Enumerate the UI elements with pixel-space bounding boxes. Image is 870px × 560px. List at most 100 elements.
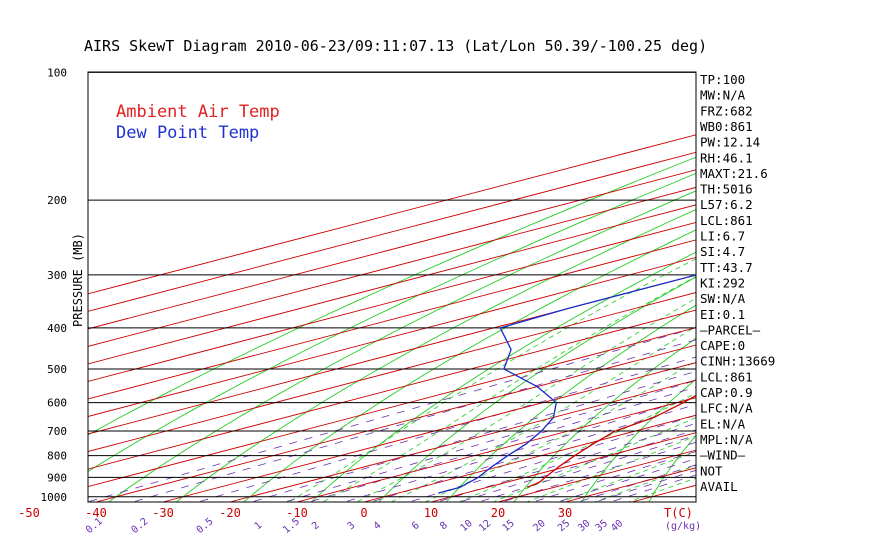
pressure-tick-label: 900: [47, 471, 67, 484]
plot-frame: [87, 71, 697, 503]
index-entry: CAP:0.9: [700, 385, 753, 400]
dry-adiabat-line: [310, 251, 696, 502]
mixing-ratio-line: [609, 474, 696, 502]
index-entry: NOT: [700, 463, 723, 478]
moist-adiabat-line: [322, 276, 696, 502]
pressure-tick-label: 700: [47, 425, 67, 438]
isotherm-line: [88, 151, 696, 312]
plot-border: [87, 71, 697, 503]
isotherm-line: [88, 134, 696, 295]
mixing-ratio-line: [88, 327, 696, 502]
isotherm-line: [88, 327, 696, 488]
mixing-ratio-tick-label: 3: [346, 520, 358, 532]
index-entry: EI:0.1: [700, 307, 745, 322]
index-entry: CAPE:0: [700, 338, 745, 353]
moist-adiabat-line: [390, 325, 696, 502]
bottom-temp-tick-label: -40: [85, 506, 107, 520]
pressure-tick-label: 300: [47, 269, 67, 282]
bottom-temp-tick-label: 10: [424, 506, 438, 520]
isotherm-line: [88, 309, 696, 470]
pressure-tick-label: 600: [47, 397, 67, 410]
index-entry: LCL:861: [700, 213, 753, 228]
mixing-ratio-line: [531, 450, 696, 502]
mixing-ratio-line: [283, 380, 696, 502]
isotherm-line: [88, 204, 696, 365]
dry-adiabat-line: [445, 304, 696, 502]
pressure-tick-label: 200: [47, 194, 67, 207]
skewt-profiles: [438, 274, 696, 494]
index-entry: TH:5016: [700, 182, 753, 197]
stability-indices-panel: TP:100MW:N/AFRZ:682WB0:861PW:12.14RH:46.…: [700, 72, 775, 494]
isotherm-line: [88, 256, 696, 417]
mixing-ratio-line: [458, 429, 696, 502]
index-entry: –PARCEL–: [700, 322, 761, 337]
index-entry: EL:N/A: [700, 416, 746, 431]
index-entry: WB0:861: [700, 119, 753, 134]
legend-dew-point-temp: Dew Point Temp: [116, 123, 259, 143]
index-entry: FRZ:682: [700, 103, 753, 118]
isotherm-line: [296, 397, 696, 502]
pressure-tick-label: 1000: [41, 491, 68, 504]
index-entry: –WIND–: [700, 448, 746, 463]
pressure-tick-label: 400: [47, 322, 67, 335]
index-entry: LI:6.7: [700, 229, 745, 244]
mixing-ratio-tick-label: 6: [410, 520, 422, 532]
mixing-ratio-line: [556, 458, 696, 502]
mixing-ratio-unit-label: (g/kg): [665, 521, 701, 532]
bottom-temp-tick-label: -30: [152, 506, 174, 520]
isotherm-line: [363, 414, 696, 502]
isotherm-line: [95, 344, 696, 502]
mixing-ratio-line: [196, 356, 696, 502]
bottom-temp-tick-label: -10: [286, 506, 308, 520]
isotherm-line: [88, 292, 696, 452]
index-entry: L57:6.2: [700, 197, 753, 212]
pressure-tick-label: 800: [47, 450, 67, 463]
index-entry: SI:4.7: [700, 244, 745, 259]
dry-adiabat-line: [243, 229, 696, 502]
mixing-ratio-line: [500, 441, 696, 502]
chart-title: AIRS SkewT Diagram 2010-06-23/09:11:07.1…: [84, 37, 707, 55]
mixing-ratio-line: [343, 396, 696, 502]
index-entry: MAXT:21.6: [700, 166, 768, 181]
bottom-temp-tick-label: 20: [491, 506, 505, 520]
index-entry: LFC:N/A: [700, 401, 753, 416]
pressure-tick-label: 500: [47, 363, 67, 376]
mixing-ratio-tick-label: 8: [438, 520, 450, 532]
index-entry: LCL:861: [700, 369, 753, 384]
index-entry: PW:12.14: [700, 135, 760, 150]
legend-ambient-air-temp: Ambient Air Temp: [116, 102, 280, 122]
bottom-temp-tick-label: -50: [18, 506, 40, 520]
bottom-temp-tick-label: 0: [360, 506, 367, 520]
isotherm-line: [229, 379, 696, 502]
bottom-temp-tick-label: 30: [558, 506, 572, 520]
index-entry: AVAIL: [700, 479, 738, 494]
mixing-ratio-tick-label: 2: [310, 520, 322, 532]
isotherm-line: [88, 221, 696, 382]
dry-adiabat-line: [107, 190, 696, 502]
dew-point-temp-profile: [438, 274, 696, 494]
index-entry: TT:43.7: [700, 260, 753, 275]
index-entry: CINH:13669: [700, 354, 775, 369]
mixing-ratio-tick-label: 4: [372, 520, 384, 532]
temp-unit-label: T(C): [664, 506, 693, 520]
mixing-ratio-line: [131, 339, 696, 502]
mixing-ratio-line: [594, 469, 696, 502]
bottom-temp-tick-label: -20: [219, 506, 241, 520]
dry-adiabat-line: [88, 156, 696, 436]
isotherm-line: [88, 239, 696, 400]
mixing-ratio-line: [250, 370, 696, 502]
ambient-air-temp-profile: [526, 394, 696, 488]
moist-adiabat-line: [559, 451, 696, 502]
index-entry: SW:N/A: [700, 291, 746, 306]
index-entry: MW:N/A: [700, 88, 746, 103]
dry-adiabat-line: [513, 337, 696, 502]
mixing-ratio-line: [576, 464, 696, 502]
skewt-grid: [88, 72, 696, 502]
index-entry: TP:100: [700, 72, 745, 87]
isotherm-line: [162, 362, 696, 502]
y-axis-label: PRESSURE (MB): [71, 233, 85, 327]
mixing-ratio-tick-label: 1: [253, 520, 265, 532]
index-entry: MPL:N/A: [700, 432, 753, 447]
